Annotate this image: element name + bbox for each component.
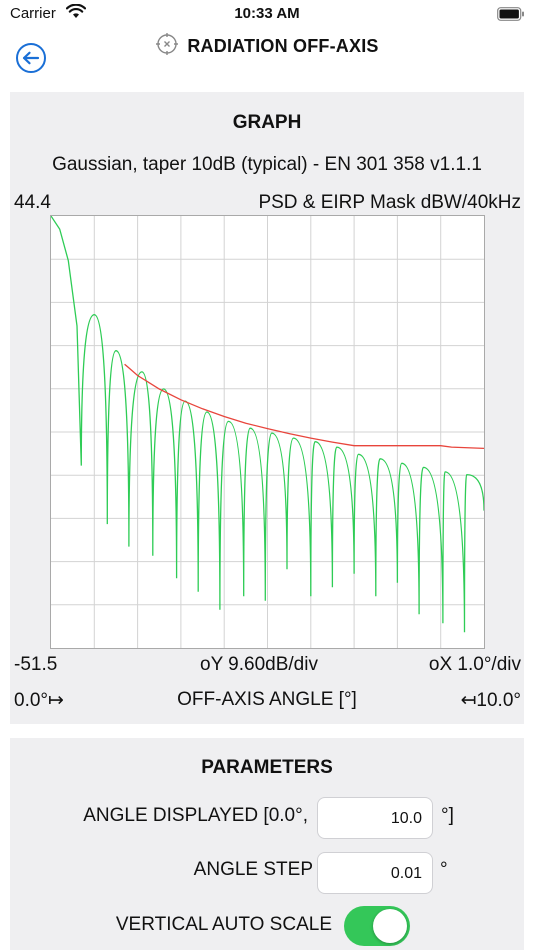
auto-scale-label: VERTICAL AUTO SCALE xyxy=(115,914,332,935)
graph-heading: GRAPH xyxy=(232,112,302,133)
antenna-pattern-line xyxy=(51,216,484,633)
carrier-label: Carrier xyxy=(10,5,56,22)
navigation-bar: RADIATION OFF-AXIS xyxy=(0,30,534,86)
y-max-label: 44.4 xyxy=(14,192,51,213)
x-start-label: 0.0°↦ xyxy=(14,690,64,711)
psd-eirp-mask-line xyxy=(124,363,484,450)
graph-panel: GRAPH Gaussian, taper 10dB (typical) - E… xyxy=(10,92,524,724)
angle-step-unit: ° xyxy=(440,859,448,880)
toggle-knob xyxy=(373,909,407,943)
graph-subtitle: Gaussian, taper 10dB (typical) - EN 301 … xyxy=(52,154,482,175)
angle-displayed-label: ANGLE DISPLAYED [0.0°, xyxy=(83,805,308,826)
nav-title-group: RADIATION OFF-AXIS xyxy=(0,32,534,61)
oy-scale-label: oY 9.60dB/div xyxy=(200,654,318,675)
angle-displayed-unit: °] xyxy=(441,805,454,826)
back-button[interactable] xyxy=(16,43,46,73)
battery-icon xyxy=(497,7,525,25)
parameters-panel: PARAMETERS ANGLE DISPLAYED [0.0°, 10.0 °… xyxy=(10,738,524,950)
auto-scale-toggle[interactable] xyxy=(344,906,410,946)
parameters-heading: PARAMETERS xyxy=(201,757,333,778)
crosshair-icon xyxy=(155,32,179,61)
radiation-chart xyxy=(50,215,485,649)
angle-displayed-input[interactable]: 10.0 xyxy=(317,797,433,839)
status-bar: Carrier 10:33 AM xyxy=(0,0,534,30)
ox-scale-label: oX 1.0°/div xyxy=(428,654,521,675)
arrow-left-icon xyxy=(22,51,40,65)
status-time: 10:33 AM xyxy=(234,5,300,22)
page-title: RADIATION OFF-AXIS xyxy=(187,35,379,56)
angle-step-label: ANGLE STEP xyxy=(193,859,313,880)
chart-svg xyxy=(51,216,484,648)
x-axis-title: OFF-AXIS ANGLE [°] xyxy=(177,689,357,710)
y-min-label: -51.5 xyxy=(14,654,58,675)
angle-step-input[interactable]: 0.01 xyxy=(317,852,433,894)
mask-unit-label: PSD & EIRP Mask dBW/40kHz xyxy=(258,192,521,213)
wifi-icon xyxy=(65,3,87,23)
x-end-label: ↤10.0° xyxy=(460,690,522,711)
